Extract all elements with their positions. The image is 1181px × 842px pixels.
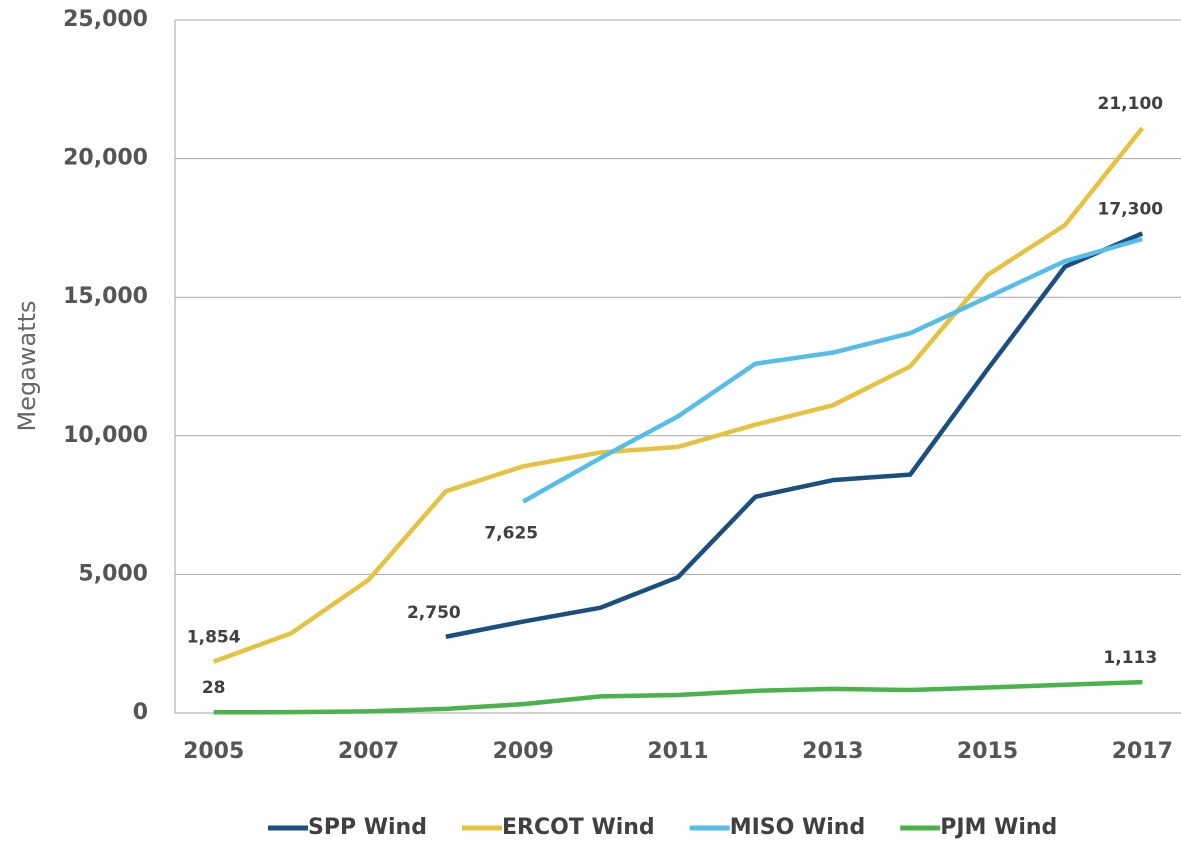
x-tick-label: 2011 [647,739,708,764]
y-tick-label: 0 [133,700,148,725]
series-line [445,231,1144,639]
x-tick-label: 2005 [183,739,244,764]
x-tick-label: 2017 [1112,739,1173,764]
data-label: 7,625 [484,524,538,544]
x-tick-label: 2007 [338,739,399,764]
y-tick-label: 15,000 [63,284,148,309]
legend-label: ERCOT Wind [502,815,655,840]
data-label: 28 [202,678,226,698]
data-label: 1,854 [187,628,241,648]
y-tick-label: 5,000 [78,561,148,586]
x-tick-label: 2013 [802,739,863,764]
legend-label: SPP Wind [308,815,427,840]
y-tick-label: 20,000 [63,146,148,171]
x-tick-label: 2015 [957,739,1018,764]
x-tick-label: 2009 [493,739,554,764]
legend-label: PJM Wind [940,815,1057,840]
series-line [213,679,1143,715]
data-label: 1,113 [1103,648,1157,668]
legend-label: MISO Wind [730,815,866,840]
data-label: 17,300 [1098,199,1164,219]
series-line [212,126,1145,664]
data-label: 2,750 [407,603,461,623]
y-tick-label: 10,000 [63,423,148,448]
y-axis-label: Megawatts [13,300,41,431]
y-tick-label: 25,000 [63,7,148,32]
data-label: 21,100 [1098,94,1164,114]
series-line [522,236,1143,504]
